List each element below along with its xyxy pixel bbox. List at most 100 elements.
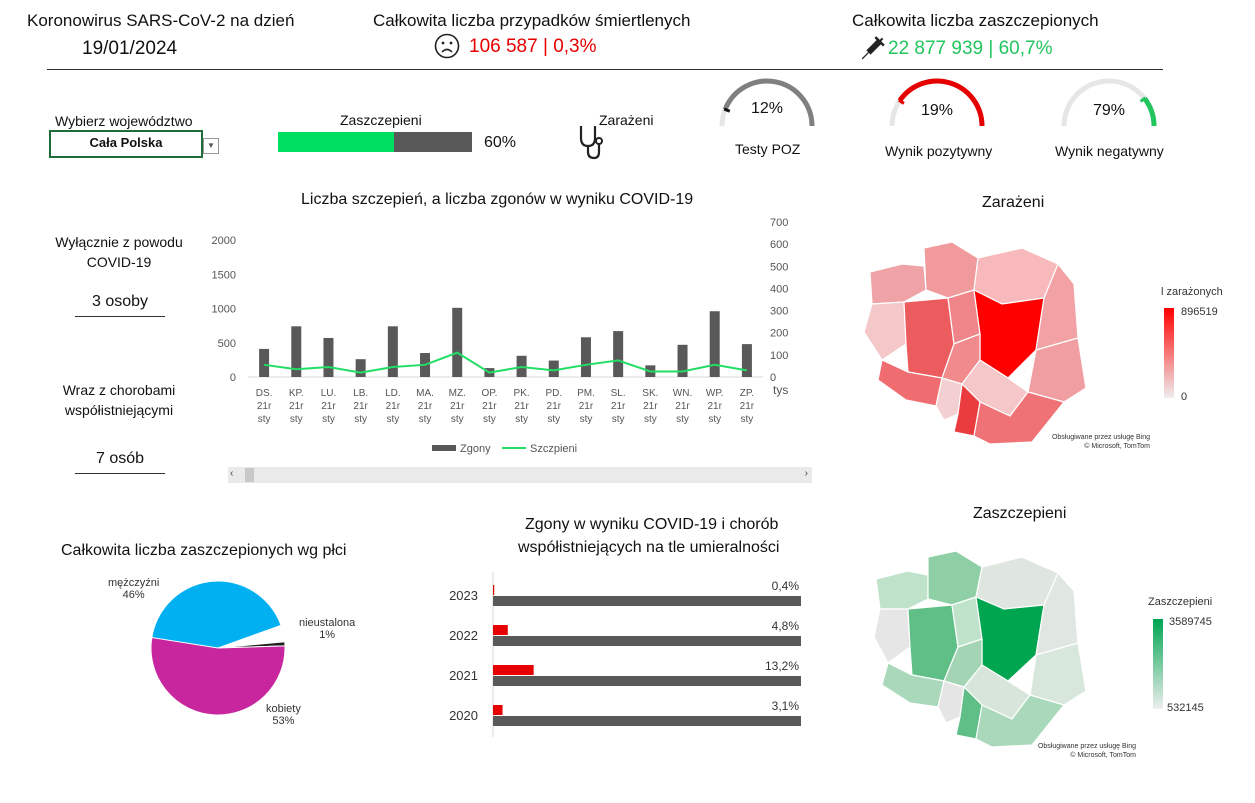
- bar-deaths: [677, 344, 688, 377]
- gauge-positive-label: Wynik pozytywny: [885, 143, 993, 159]
- legend-label-vaccinated: Szczpieni: [530, 443, 577, 455]
- infected-legend-max: 896519: [1181, 306, 1218, 318]
- x-tick-label: sty: [676, 414, 689, 425]
- stethoscope-icon: [579, 126, 603, 160]
- x-tick-label: sty: [644, 414, 657, 425]
- x-tick-label: sty: [290, 414, 303, 425]
- bar-total: [493, 716, 801, 726]
- gauge-marker: [898, 98, 905, 105]
- vaccinated-value: 22 877 939: [888, 38, 984, 59]
- scrollbar-thumb[interactable]: [245, 468, 254, 482]
- gauge-arc: [897, 78, 985, 127]
- scroll-left-icon[interactable]: ‹: [230, 468, 234, 479]
- x-tick-label: sty: [708, 414, 721, 425]
- pie-chart-title: Całkowita liczba zaszczepionych wg płci: [61, 542, 347, 559]
- vaccinated-title: Całkowita liczba zaszczepionych: [852, 11, 1099, 30]
- pie-label-unknown: nieustalona 1%: [299, 617, 355, 641]
- y-left-tick: 1500: [212, 269, 236, 281]
- y-right-tick: 300: [770, 306, 788, 318]
- pie-slice: [150, 636, 286, 716]
- x-tick-label: SK.: [642, 388, 658, 399]
- map-regions: [873, 550, 1087, 748]
- vaccinated-summary: 22 877 939 | 60,7%: [888, 38, 1052, 60]
- percent-label: 13,2%: [765, 659, 799, 673]
- deaths-percent: 0,3%: [553, 36, 597, 57]
- x-tick-label: 21r: [321, 401, 336, 412]
- region-select[interactable]: Cała Polska: [49, 130, 203, 158]
- x-tick-label: 21r: [547, 401, 562, 412]
- chart-scrollbar[interactable]: ‹ ›: [228, 467, 812, 483]
- x-tick-label: 21r: [675, 401, 690, 412]
- x-tick-label: SL.: [611, 388, 626, 399]
- gauge-arc: [1142, 96, 1157, 127]
- scroll-right-icon[interactable]: ›: [804, 468, 808, 479]
- x-tick-label: WP.: [706, 388, 724, 399]
- y-left-tick: 500: [218, 338, 236, 350]
- x-tick-label: sty: [258, 414, 271, 425]
- deaths-summary: 106 587 | 0,3%: [469, 36, 597, 58]
- y-left-tick: 1000: [212, 304, 236, 316]
- only-covid-label: Wyłącznie z powodu COVID-19: [55, 234, 183, 270]
- deaths-title: Całkowita liczba przypadków śmiertlenych: [373, 11, 691, 30]
- x-tick-label: PD.: [545, 388, 562, 399]
- y-right-tick: 200: [770, 328, 788, 340]
- bar-deaths: [355, 359, 366, 377]
- mortality-chart-title-1: Zgony w wyniku COVID-19 i chorób: [525, 516, 779, 533]
- combo-chart-title: Liczba szczepień, a liczba zgonów w wyni…: [301, 191, 694, 208]
- credit-line-2: © Microsoft, TomTom: [1070, 752, 1136, 759]
- pie-label-unknown-name: nieustalona: [299, 617, 356, 629]
- x-tick-label: WN.: [673, 388, 692, 399]
- x-tick-label: 21r: [707, 401, 722, 412]
- infected-map-credit: Obsługiwane przez usługę Bing © Microsof…: [1040, 433, 1150, 451]
- x-tick-label: 21r: [514, 401, 529, 412]
- map-regions: [863, 241, 1087, 445]
- infected-label: Zarażeni: [599, 112, 654, 128]
- bar-total: [493, 676, 801, 686]
- bar-total: [493, 596, 801, 606]
- x-tick-label: 21r: [579, 401, 594, 412]
- only-covid-value: 3 osoby: [75, 293, 165, 317]
- x-tick-label: ZP.: [740, 388, 754, 399]
- credit-line-1: Obsługiwane przez usługę Bing: [1051, 434, 1150, 441]
- vaccinated-progress-label: Zaszczepieni: [340, 112, 422, 128]
- infected-legend-title: l zarażonych: [1161, 286, 1223, 298]
- x-tick-label: 21r: [257, 401, 272, 412]
- infected-legend-scale: [1164, 308, 1174, 398]
- chevron-down-icon[interactable]: ▼: [203, 138, 219, 154]
- vaccinated-map: [873, 550, 1087, 748]
- bar-deaths: [291, 326, 302, 377]
- syringe-icon: [861, 36, 885, 60]
- x-tick-label: 21r: [289, 401, 304, 412]
- pie-slice: [150, 580, 282, 655]
- x-tick-label: 21r: [450, 401, 465, 412]
- mortality-chart-title-2: współistniejących na tle umieralności: [518, 539, 780, 556]
- vaccinated-legend-title: Zaszczepieni: [1148, 596, 1213, 608]
- pie-label-women-name: kobiety: [266, 703, 301, 715]
- gauge-marker: [1139, 96, 1147, 103]
- y-right-tick: 100: [770, 350, 788, 362]
- bar-deaths: [709, 311, 720, 377]
- bar-total: [493, 636, 801, 646]
- pie-label-men-pct: 46%: [122, 589, 145, 601]
- report-date: 19/01/2024: [82, 38, 178, 59]
- y-right-tick: 400: [770, 283, 788, 295]
- pie-label-women: kobiety 53%: [266, 703, 301, 727]
- with-diseases-label: Wraz z chorobami współistniejącymi: [62, 382, 176, 418]
- year-label: 2021: [449, 668, 478, 683]
- x-tick-label: sty: [547, 414, 560, 425]
- gauge-negative-label: Wynik negatywny: [1055, 143, 1164, 159]
- x-tick-label: sty: [322, 414, 335, 425]
- x-tick-label: LB.: [353, 388, 368, 399]
- gauge-tests-percent: 12%: [751, 100, 784, 117]
- percent-label: 0,4%: [772, 579, 800, 593]
- pie-label-men: mężczyźni 46%: [108, 577, 159, 601]
- y-left-tick: 0: [230, 372, 236, 384]
- line-vaccinated: [263, 351, 748, 374]
- x-tick-label: sty: [386, 414, 399, 425]
- bar-covid-share: [493, 665, 534, 675]
- percent-label: 3,1%: [772, 699, 800, 713]
- x-tick-label: sty: [354, 414, 367, 425]
- gauge-positive: [889, 78, 985, 127]
- x-tick-label: sty: [741, 414, 754, 425]
- x-tick-label: LU.: [321, 388, 337, 399]
